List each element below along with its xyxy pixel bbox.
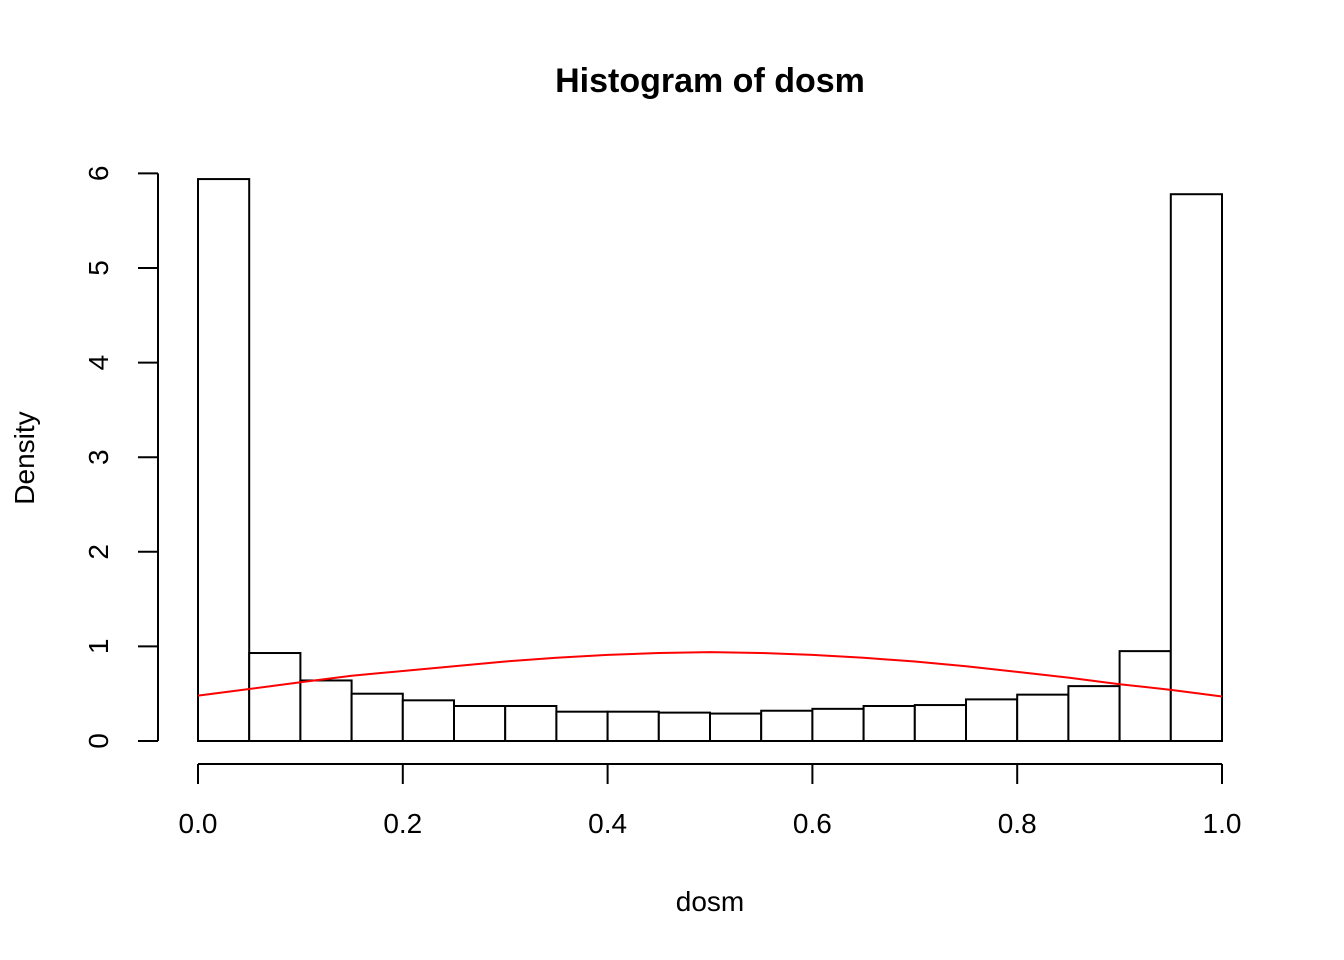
histogram-bar-1 [248, 652, 302, 742]
histogram-bar-10 [709, 712, 763, 742]
histogram-bar-12 [811, 707, 865, 742]
x-tick-label-3: 0.6 [793, 808, 832, 839]
histogram-bar-13 [862, 704, 916, 742]
histogram-bars [197, 178, 1224, 743]
histogram-bar-11 [760, 709, 814, 743]
histogram-bar-14 [913, 704, 967, 742]
y-tick-label-1: 1 [83, 639, 114, 655]
histogram-bar-19 [1169, 193, 1224, 743]
density-curve [197, 651, 1223, 698]
y-axis: 0 1 2 3 4 5 6 [83, 166, 159, 749]
x-tick-label-4: 0.8 [998, 808, 1037, 839]
histogram-bar-7 [555, 710, 609, 743]
y-tick-label-6: 6 [83, 166, 114, 182]
histogram-bar-9 [657, 711, 711, 742]
y-tick-label-5: 5 [83, 260, 114, 276]
y-axis-label: Density [9, 411, 40, 504]
histogram-bar-4 [401, 699, 455, 743]
y-tick-label-4: 4 [83, 355, 114, 371]
histogram-bar-6 [504, 704, 558, 742]
x-axis-label: dosm [676, 886, 744, 917]
x-tick-label-5: 1.0 [1203, 808, 1242, 839]
x-tick-label-2: 0.4 [588, 808, 627, 839]
y-tick-label-3: 3 [83, 449, 114, 465]
histogram-bar-0 [197, 178, 251, 743]
x-tick-label-0: 0.0 [179, 808, 218, 839]
histogram-bar-15 [965, 698, 1019, 742]
histogram-bar-5 [453, 704, 507, 742]
histogram-bar-3 [350, 692, 404, 743]
histogram-bar-17 [1067, 685, 1121, 743]
y-tick-label-0: 0 [83, 733, 114, 749]
histogram-bar-2 [299, 679, 353, 742]
histogram-bar-8 [606, 710, 660, 743]
x-axis: 0.0 0.2 0.4 0.6 0.8 1.0 [179, 763, 1242, 839]
x-tick-label-1: 0.2 [383, 808, 422, 839]
histogram-bar-16 [1016, 693, 1070, 742]
histogram-bar-18 [1118, 650, 1172, 743]
y-tick-label-2: 2 [83, 544, 114, 560]
chart-title: Histogram of dosm [555, 62, 865, 100]
